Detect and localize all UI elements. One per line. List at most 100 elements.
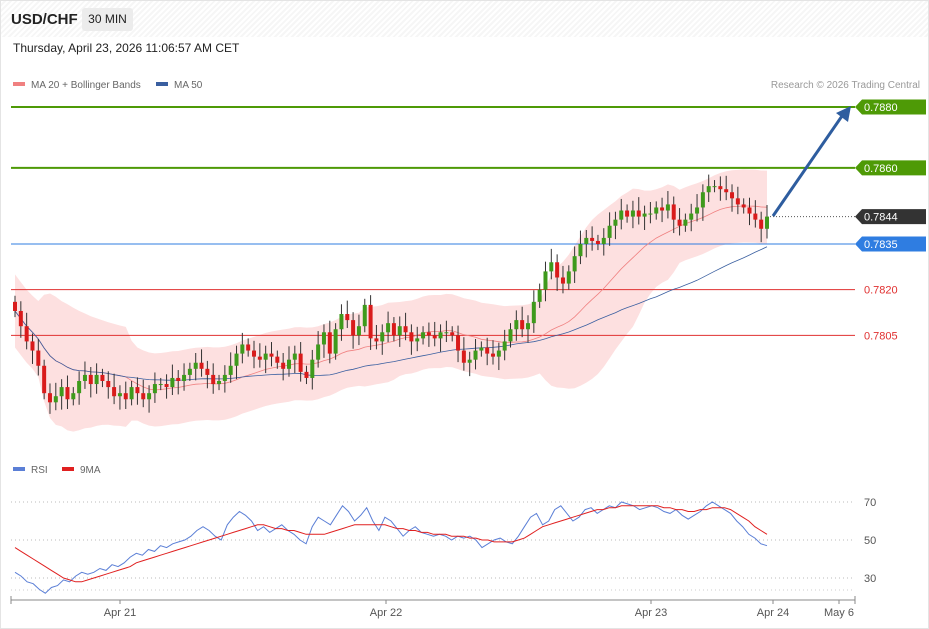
candle bbox=[391, 317, 396, 342]
candle bbox=[531, 290, 536, 333]
candle bbox=[467, 351, 472, 377]
candle bbox=[316, 331, 321, 368]
candle bbox=[473, 338, 478, 370]
candle bbox=[246, 338, 251, 357]
candle-body bbox=[765, 216, 769, 229]
candle-body bbox=[514, 320, 519, 330]
copyright-text: Research © 2026 Trading Central bbox=[770, 80, 920, 91]
candle-body bbox=[30, 341, 35, 351]
candle-body bbox=[496, 350, 501, 357]
candle bbox=[106, 371, 111, 399]
candle bbox=[141, 379, 146, 408]
candle-body bbox=[479, 347, 484, 351]
candle-body bbox=[531, 301, 536, 324]
candle-body bbox=[205, 368, 210, 375]
level-tag-box bbox=[855, 99, 926, 115]
candle bbox=[491, 340, 496, 365]
candle bbox=[660, 197, 665, 223]
candle-body bbox=[211, 374, 216, 385]
candle bbox=[724, 175, 729, 201]
candle-body bbox=[432, 335, 437, 339]
candle bbox=[176, 370, 181, 395]
candle bbox=[496, 342, 501, 371]
candle bbox=[426, 322, 431, 347]
level-tag: 0.7844 bbox=[855, 209, 926, 225]
candle-body bbox=[677, 219, 682, 226]
candle-body bbox=[456, 335, 461, 351]
candle bbox=[520, 306, 525, 338]
legend-ma50: MA 50 bbox=[156, 80, 202, 91]
candle bbox=[112, 373, 117, 405]
candle bbox=[100, 368, 105, 388]
candle bbox=[525, 315, 530, 343]
candle bbox=[671, 196, 676, 234]
candle-body bbox=[560, 277, 565, 284]
candle bbox=[741, 198, 746, 214]
candle-body bbox=[438, 332, 443, 339]
candle bbox=[642, 205, 647, 230]
rsi-line bbox=[14, 501, 768, 594]
candle-body bbox=[491, 353, 496, 357]
candle-body bbox=[368, 304, 373, 339]
candle bbox=[438, 324, 443, 352]
candle-body bbox=[351, 320, 356, 336]
candle-body bbox=[735, 198, 740, 205]
candle bbox=[13, 295, 17, 318]
rsi-tick-label: 70 bbox=[864, 497, 876, 509]
candle-body bbox=[112, 387, 117, 397]
candle-body bbox=[47, 393, 52, 403]
timeframe-button[interactable]: 30 MIN bbox=[82, 8, 133, 31]
candle bbox=[24, 312, 29, 350]
candle bbox=[345, 300, 350, 329]
candle bbox=[94, 363, 99, 394]
candle-body bbox=[421, 332, 426, 339]
candle bbox=[205, 360, 210, 389]
candle-body bbox=[182, 374, 187, 381]
candle-body bbox=[176, 377, 181, 381]
candle-body bbox=[13, 301, 17, 311]
candle bbox=[590, 226, 595, 251]
candle bbox=[380, 324, 385, 355]
candle bbox=[240, 332, 245, 364]
candle bbox=[158, 377, 163, 391]
candle-body bbox=[380, 332, 385, 342]
candle-body bbox=[485, 347, 490, 354]
candle bbox=[607, 212, 612, 246]
candle bbox=[47, 383, 52, 414]
candle-body bbox=[327, 332, 332, 354]
candle bbox=[339, 304, 344, 341]
candle bbox=[502, 329, 507, 361]
candle bbox=[735, 186, 740, 215]
candle bbox=[252, 340, 257, 369]
forecast-arrow-icon bbox=[771, 115, 844, 217]
candle-body bbox=[654, 207, 659, 214]
candle bbox=[456, 325, 461, 363]
candle bbox=[625, 204, 630, 223]
candle-body bbox=[304, 371, 309, 378]
candle bbox=[53, 382, 58, 411]
candle-body bbox=[187, 368, 192, 375]
candle bbox=[479, 341, 484, 357]
candle-body bbox=[543, 271, 548, 290]
candle-body bbox=[333, 329, 338, 354]
candle bbox=[298, 342, 303, 382]
candle bbox=[281, 352, 286, 381]
candle bbox=[147, 385, 152, 413]
candle bbox=[82, 361, 87, 389]
candle bbox=[712, 180, 717, 193]
candle bbox=[257, 343, 262, 368]
candle-body bbox=[595, 240, 600, 244]
candle bbox=[765, 205, 769, 239]
candle bbox=[71, 387, 76, 406]
candle bbox=[199, 349, 204, 377]
candle bbox=[269, 342, 274, 367]
candle bbox=[129, 381, 134, 406]
candle-body bbox=[700, 192, 705, 208]
candle-body bbox=[409, 332, 414, 342]
candle-body bbox=[246, 344, 251, 351]
candle-body bbox=[619, 210, 624, 220]
candle bbox=[508, 323, 513, 348]
candle-body bbox=[601, 237, 606, 244]
candle-body bbox=[450, 332, 455, 336]
